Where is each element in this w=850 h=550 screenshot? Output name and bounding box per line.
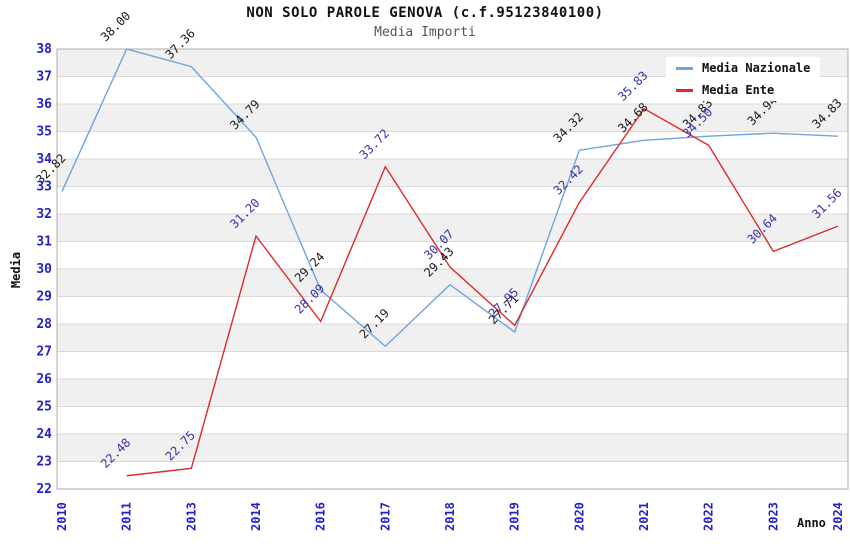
- x-tick-label: 2022: [702, 502, 716, 531]
- legend-line-blue-icon: [676, 66, 693, 70]
- plot-band: [57, 269, 848, 297]
- plot-band: [57, 434, 848, 462]
- y-tick-label: 26: [36, 372, 52, 387]
- x-tick-label: 2019: [508, 502, 522, 531]
- y-tick-label: 30: [36, 262, 52, 277]
- legend: Media Nazionale Media Ente: [666, 57, 821, 101]
- series-line-media-nazionale: [61, 48, 839, 348]
- data-label: 38.00: [98, 9, 133, 44]
- legend-label: Media Ente: [702, 83, 775, 97]
- y-tick-label: 28: [36, 317, 52, 332]
- x-tick-label: 2016: [314, 502, 328, 531]
- plot-band: [57, 159, 848, 187]
- y-tick-label: 38: [36, 42, 52, 57]
- legend-item-media-nazionale: Media Nazionale: [666, 57, 821, 79]
- y-tick-label: 35: [36, 125, 52, 140]
- legend-item-media-ente: Media Ente: [666, 79, 785, 101]
- x-tick-label: 2013: [184, 502, 198, 531]
- y-tick-label: 36: [36, 97, 52, 112]
- y-tick-label: 27: [36, 345, 52, 360]
- y-axis-title: Media: [9, 251, 23, 289]
- x-tick-label: 2023: [766, 502, 780, 531]
- series-line-media-ente: [126, 107, 839, 477]
- y-tick-label: 25: [36, 400, 52, 415]
- y-tick-label: 34: [36, 152, 52, 167]
- plot-band: [57, 214, 848, 242]
- plot-border: [56, 48, 849, 490]
- chart-subtitle: Media Importi: [374, 25, 476, 40]
- x-tick-label: 2017: [378, 502, 392, 531]
- chart-title: NON SOLO PAROLE GENOVA (c.f.95123840100): [246, 5, 604, 21]
- y-tick-label: 33: [36, 180, 52, 195]
- x-tick-label: 2020: [572, 502, 586, 531]
- y-tick-label: 29: [36, 290, 52, 305]
- y-tick-label: 22: [36, 482, 52, 497]
- x-tick-label: 2011: [120, 502, 134, 531]
- x-tick-label: 2024: [831, 502, 845, 531]
- x-tick-label: 2018: [443, 502, 457, 531]
- y-tick-label: 23: [36, 455, 52, 470]
- y-tick-label: 24: [36, 427, 52, 442]
- legend-line-red-icon: [676, 88, 693, 92]
- x-tick-label: 2010: [55, 502, 69, 531]
- y-tick-label: 37: [36, 70, 52, 85]
- plot-band: [57, 104, 848, 132]
- x-axis-title: Anno: [797, 516, 826, 530]
- x-tick-label: 2014: [249, 502, 263, 531]
- x-tick-label: 2021: [637, 502, 651, 531]
- y-tick-label: 31: [36, 235, 52, 250]
- legend-label: Media Nazionale: [702, 61, 811, 75]
- plot-band: [57, 379, 848, 407]
- y-tick-label: 32: [36, 207, 52, 222]
- plot-band: [57, 324, 848, 352]
